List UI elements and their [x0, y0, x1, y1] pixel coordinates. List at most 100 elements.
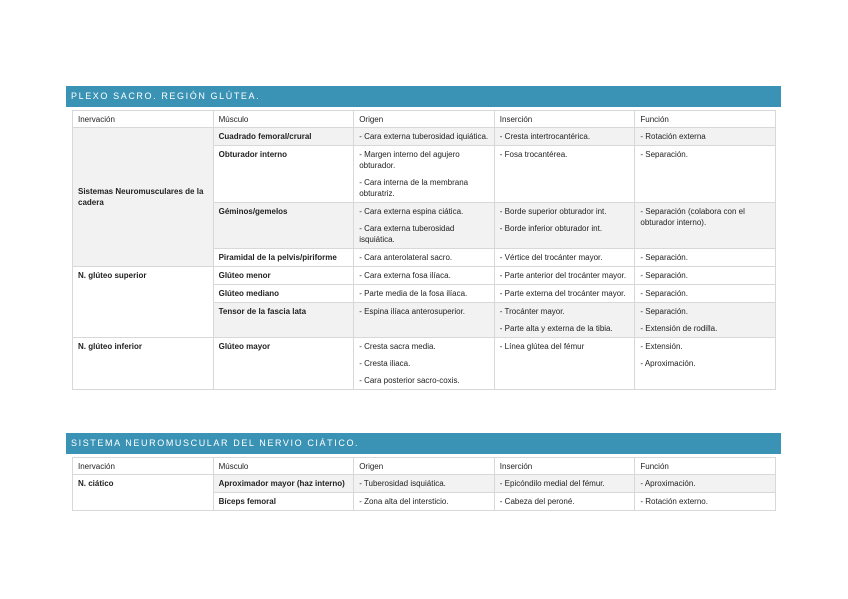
table-row: Glúteo mediano - Parte media de la fosa i…	[73, 284, 776, 303]
origin-item: - Cara externa espina ciática.	[359, 207, 464, 216]
table-row: N. glúteo superior Glúteo menor - Cara ext…	[72, 266, 776, 338]
origin-item: - Cara anterolateral sacro.	[359, 253, 453, 262]
table-header-row: Inervación Músculo Origen Inserción Función	[72, 457, 776, 475]
insertion-item: - Borde superior obturador int.	[499, 207, 607, 216]
origin-item: - Cara externa tuberosidad isquiática.	[359, 224, 455, 244]
origin-cell: - Cresta sacra media. - Cresta iliaca. - C…	[353, 337, 495, 390]
origin-cell: - Cara externa tuberosidad iquiática.	[353, 127, 495, 146]
function-cell: - Separación (colabora con el obturador …	[634, 202, 776, 249]
insertion-cell: - Línea glútea del fémur	[493, 337, 636, 390]
origin-cell: - Espina ilíaca anterosuperior.	[353, 302, 495, 338]
muscle-cell: Obturador interno	[212, 145, 355, 203]
function-item: - Rotación externa	[640, 132, 706, 141]
origin-item: - Parte media de la fosa ilíaca.	[359, 289, 468, 298]
insertion-item: - Epicóndilo medial del fémur.	[499, 479, 605, 488]
origin-item: - Margen interno del agujero obturador.	[359, 150, 460, 170]
insertion-item: - Vértice del trocánter mayor.	[499, 253, 603, 262]
section-title-nervio-ciatico: SISTEMA NEUROMUSCULAR DEL NERVIO CIÁTICO…	[66, 433, 781, 454]
insertion-item: - Parte anterior del trocánter mayor.	[499, 271, 627, 280]
function-item: - Separación.	[640, 289, 688, 298]
muscle-cell: Glúteo mediano	[212, 284, 355, 303]
insertion-cell: - Epicóndilo medial del fémur.	[493, 474, 636, 493]
origin-item: - Cresta iliaca.	[359, 359, 411, 368]
nerve-cell: N. glúteo inferior	[72, 337, 214, 390]
muscle-cell: Glúteo mayor	[212, 337, 355, 390]
origin-cell: - Cara externa fosa ilíaca.	[353, 266, 495, 285]
muscle-cell: Glúteo menor	[212, 266, 355, 285]
origin-item: - Tuberosidad isquiática.	[359, 479, 446, 488]
origin-item: - Cara externa tuberosidad iquiática.	[359, 132, 489, 141]
origin-cell: - Tuberosidad isquiática.	[353, 474, 495, 493]
origin-item: - Cara interna de la membrana obturatriz…	[359, 178, 469, 198]
origin-cell: - Zona alta del intersticio.	[353, 492, 495, 511]
function-cell: - Separación.	[634, 266, 776, 285]
insertion-item: - Borde inferior obturador int.	[499, 224, 603, 233]
insertion-cell: - Cresta intertrocantérica.	[493, 127, 636, 146]
insertion-item: - Cresta intertrocantérica.	[499, 132, 591, 141]
insertion-item: - Parte externa del trocánter mayor.	[499, 289, 626, 298]
column-header: Inervación	[72, 457, 214, 475]
function-cell: - Separación.	[634, 248, 776, 267]
function-item: - Separación (colabora con el obturador …	[640, 207, 745, 227]
muscle-cell: Cuadrado femoral/crural	[212, 127, 355, 146]
function-item: - Extensión de rodilla.	[640, 324, 718, 333]
insertion-item: - Cabeza del peroné.	[499, 497, 575, 506]
table-row: N. glúteo inferior Glúteo mayor - Cresta s…	[72, 337, 776, 390]
column-header: Inervación	[72, 110, 214, 128]
nerve-cell: N. glúteo superior	[72, 266, 214, 338]
muscle-cell: Bíceps femoral	[212, 492, 355, 511]
insertion-cell: - Parte externa del trocánter mayor.	[493, 284, 636, 303]
column-header: Función	[634, 457, 776, 475]
table-header-row: Inervación Músculo Origen Inserción Función	[72, 110, 776, 128]
insertion-item: - Línea glútea del fémur	[499, 342, 585, 351]
function-item: - Extensión.	[640, 342, 683, 351]
nerve-cell: N. ciático	[72, 474, 214, 511]
function-item: - Rotación externo.	[640, 497, 708, 506]
origin-cell: - Cara anterolateral sacro.	[353, 248, 495, 267]
column-header: Función	[634, 110, 776, 128]
origin-cell: - Parte media de la fosa ilíaca.	[353, 284, 495, 303]
insertion-cell: - Trocánter mayor. - Parte alta y externa…	[493, 302, 636, 338]
function-cell: - Rotación externo.	[634, 492, 776, 511]
muscle-cell: Géminos/gemelos	[212, 202, 355, 249]
origin-cell: - Cara externa espina ciática. - Cara ext…	[353, 202, 495, 249]
function-cell: - Separación.	[634, 284, 776, 303]
muscle-cell: Piramidal de la pelvis/piriforme	[212, 248, 355, 267]
function-cell: - Separación.	[634, 145, 776, 203]
origin-item: - Cresta sacra media.	[359, 342, 436, 351]
origin-item: - Cara externa fosa ilíaca.	[359, 271, 451, 280]
insertion-item: - Fosa trocantérea.	[499, 150, 568, 159]
function-item: - Aproximación.	[640, 479, 696, 488]
function-item: - Separación.	[640, 253, 688, 262]
column-header: Origen	[353, 110, 495, 128]
insertion-cell: - Cabeza del peroné.	[493, 492, 636, 511]
nerve-cell: Sistemas Neuromusculares de la cadera	[72, 127, 214, 267]
function-cell: - Separación. - Extensión de rodilla.	[634, 302, 776, 338]
function-cell: - Rotación externa	[634, 127, 776, 146]
function-cell: - Aproximación.	[634, 474, 776, 493]
insertion-item: - Trocánter mayor.	[499, 307, 565, 316]
column-header: Inserción	[493, 110, 636, 128]
plexo-sacro-table: Inervación Músculo Origen Inserción Función S…	[72, 110, 776, 390]
table-row: Géminos/gemelos - Cara externa espina ciá…	[73, 202, 776, 249]
column-header: Inserción	[493, 457, 636, 475]
origin-item: - Espina ilíaca anterosuperior.	[359, 307, 466, 316]
table-row: Piramidal de la pelvis/piriforme - Cara a…	[73, 248, 776, 267]
table-row: Sistemas Neuromusculares de la cadera Cua…	[72, 127, 776, 267]
section-title-plexo-sacro: PLEXO SACRO. REGIÓN GLÚTEA.	[66, 86, 781, 107]
column-header: Músculo	[212, 110, 355, 128]
function-item: - Aproximación.	[640, 359, 696, 368]
origin-cell: - Margen interno del agujero obturador. -…	[353, 145, 495, 203]
column-header: Músculo	[212, 457, 355, 475]
function-item: - Separación.	[640, 307, 688, 316]
insertion-cell: - Parte anterior del trocánter mayor.	[493, 266, 636, 285]
table-row: N. ciático Aproximador mayor (haz interno…	[72, 474, 776, 511]
muscle-cell: Tensor de la fascia lata	[212, 302, 355, 338]
origin-item: - Zona alta del intersticio.	[359, 497, 449, 506]
table-row: Bíceps femoral - Zona alta del interstici…	[73, 492, 776, 511]
function-item: - Separación.	[640, 271, 688, 280]
muscle-cell: Aproximador mayor (haz interno)	[212, 474, 355, 493]
insertion-cell: - Vértice del trocánter mayor.	[493, 248, 636, 267]
origin-item: - Cara posterior sacro-coxis.	[359, 376, 460, 385]
insertion-cell: - Borde superior obturador int. - Borde i…	[493, 202, 636, 249]
